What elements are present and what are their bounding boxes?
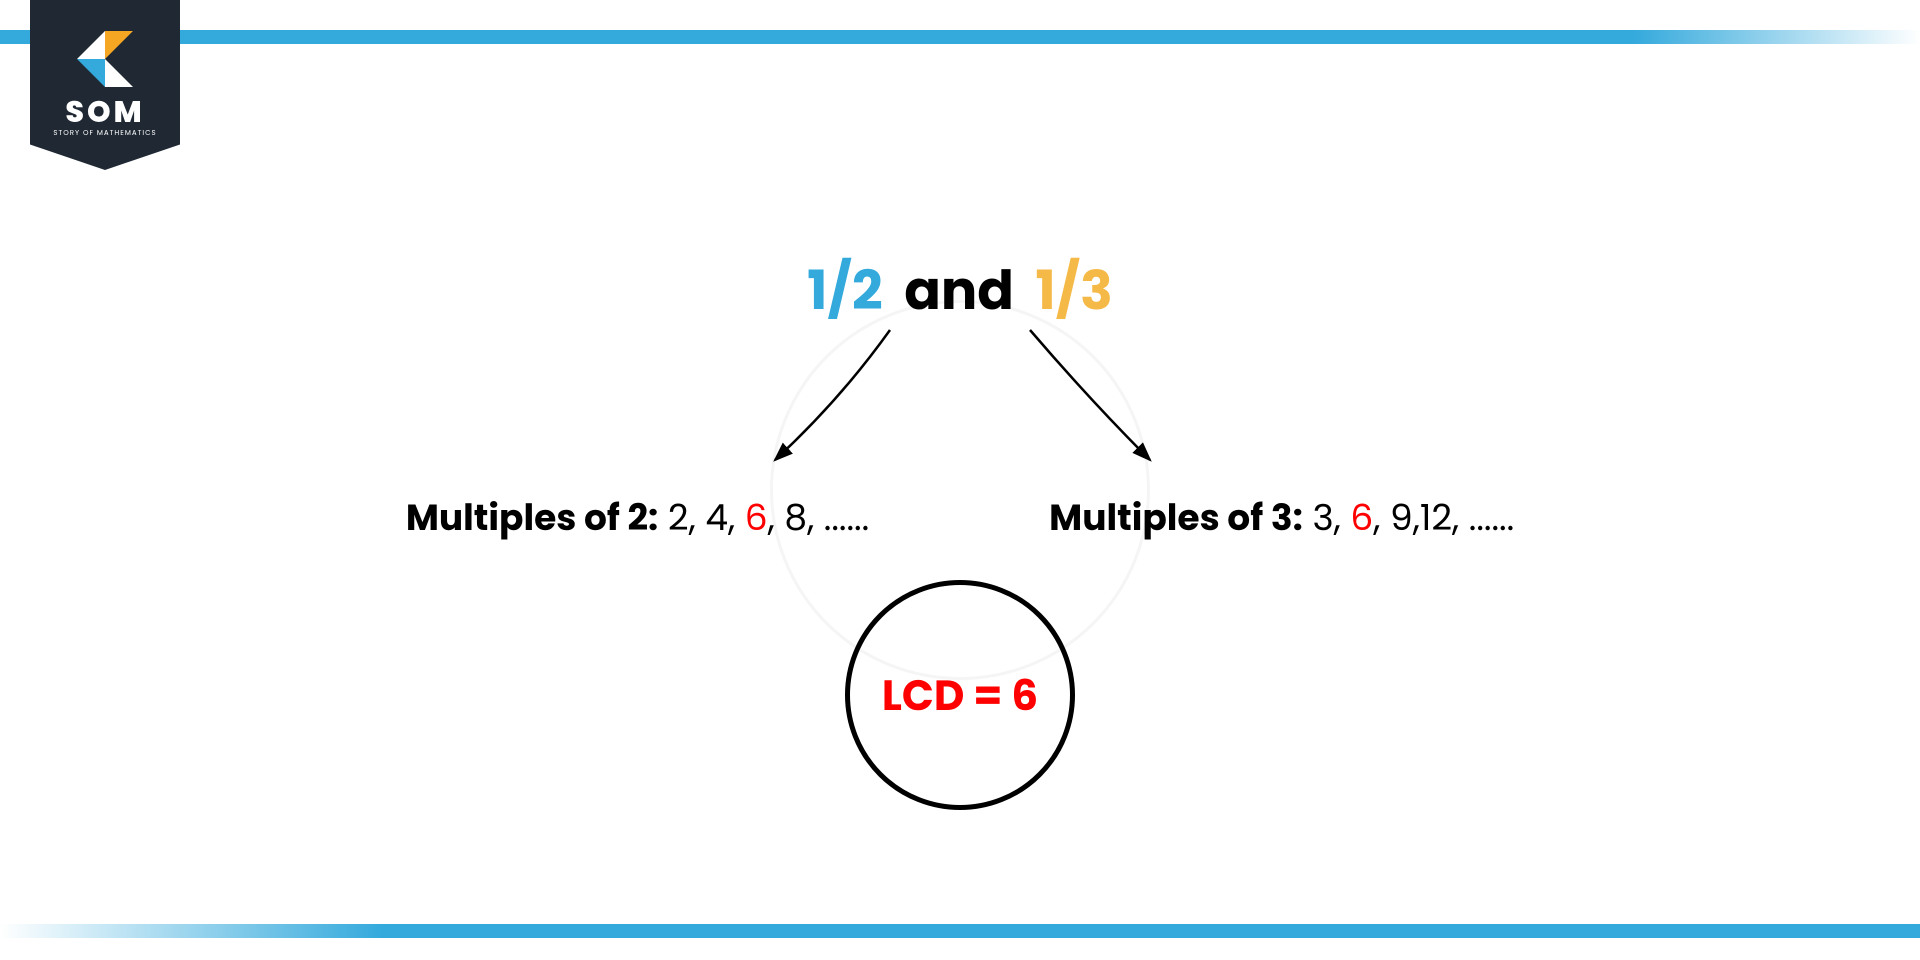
multiples-two-label: Multiples of 2: bbox=[406, 492, 658, 543]
multiples-three-before: 3, bbox=[1312, 492, 1350, 543]
multiples-two-before: 2, 4, bbox=[668, 492, 745, 543]
multiples-three-after: , 9,12, ...... bbox=[1373, 492, 1514, 543]
result-text: LCD = 6 bbox=[882, 664, 1038, 727]
right-arrow bbox=[1030, 330, 1150, 460]
diagram-content: 1/2 and 1/3 Multiples of 2: 2, 4, 6, 8, … bbox=[0, 0, 1920, 960]
multiples-row: Multiples of 2: 2, 4, 6, 8, ...... Multi… bbox=[0, 490, 1920, 545]
multiples-of-three: Multiples of 3: 3, 6, 9,12, ...... bbox=[1049, 490, 1514, 545]
multiples-three-highlight: 6 bbox=[1350, 492, 1373, 543]
multiples-two-highlight: 6 bbox=[745, 492, 768, 543]
multiples-two-after: , 8, ...... bbox=[768, 492, 870, 543]
multiples-three-label: Multiples of 3: bbox=[1049, 492, 1303, 543]
arrow-diagram bbox=[610, 310, 1310, 490]
result-circle: LCD = 6 bbox=[845, 580, 1075, 810]
left-arrow bbox=[775, 330, 890, 460]
multiples-of-two: Multiples of 2: 2, 4, 6, 8, ...... bbox=[406, 490, 869, 545]
